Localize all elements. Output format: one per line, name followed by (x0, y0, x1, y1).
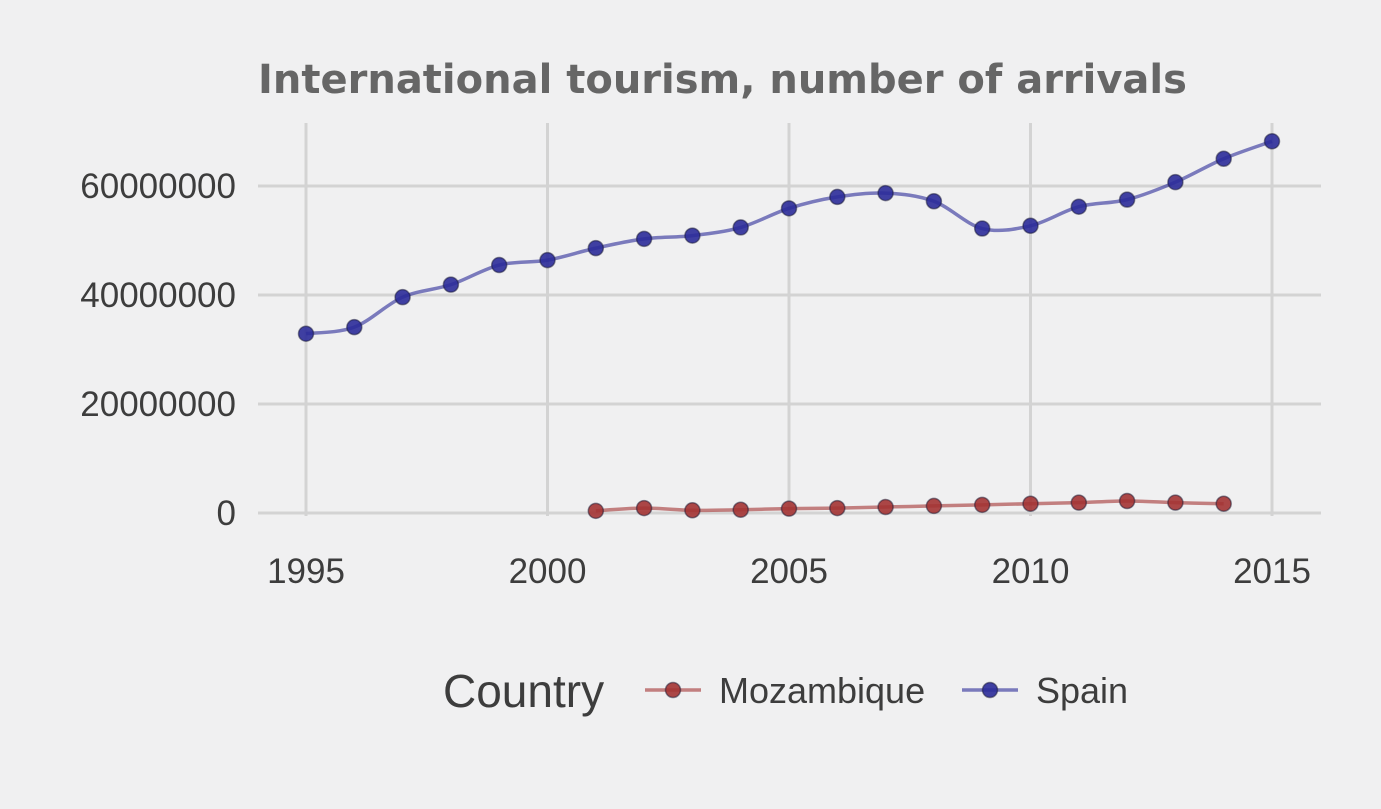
y-axis-ticks: 0 20000000 40000000 60000000 (80, 167, 236, 533)
spain-point (394, 288, 411, 306)
mozambique-point (877, 498, 894, 516)
mozambique-point (1215, 495, 1232, 512)
legend: Country Mozambique Spain (443, 665, 1128, 717)
x-tick-label: 2015 (1233, 552, 1311, 591)
legend-label: Mozambique (719, 670, 925, 711)
x-tick-label: 2005 (750, 552, 828, 591)
mozambique-point (780, 500, 798, 517)
spain-point (684, 227, 701, 244)
x-tick-label: 2010 (992, 552, 1070, 591)
mozambique-point (684, 502, 701, 519)
x-tick-label: 2000 (509, 552, 587, 591)
legend-item-spain: Spain (962, 670, 1128, 711)
y-tick-label: 40000000 (80, 276, 236, 315)
spain-point (1070, 198, 1088, 215)
spain-point (587, 239, 605, 257)
spain-point (1263, 133, 1281, 150)
mozambique-point (587, 502, 605, 520)
mozambique-point (1118, 492, 1136, 510)
series-mozambique (587, 492, 1232, 520)
spain-point (297, 325, 315, 342)
x-tick-label: 1995 (267, 552, 345, 591)
spain-point (346, 318, 363, 336)
spain-point (780, 200, 798, 217)
spain-point (877, 184, 894, 202)
mozambique-point (1070, 494, 1088, 511)
y-tick-label: 60000000 (80, 167, 236, 206)
mozambique-point (973, 496, 991, 514)
spain-point (490, 256, 508, 274)
spain-point (1022, 217, 1039, 235)
spain-point (442, 276, 460, 293)
mozambique-point (829, 499, 846, 517)
y-tick-label: 20000000 (80, 385, 236, 424)
mozambique-point (635, 499, 653, 517)
spain-point (829, 188, 846, 206)
spain-point (1118, 191, 1136, 208)
spain-point (1167, 173, 1184, 191)
series-spain (297, 133, 1281, 342)
spain-point (539, 251, 556, 269)
legend-key-point (981, 681, 999, 699)
spain-point (732, 219, 749, 236)
legend-label: Spain (1036, 670, 1128, 711)
series-layer (297, 133, 1281, 520)
chart-title: International tourism, number of arrival… (258, 57, 1187, 103)
grid-lines (258, 123, 1321, 516)
mozambique-point (1167, 494, 1184, 511)
y-tick-label: 0 (217, 494, 236, 533)
spain-point (1215, 150, 1232, 167)
spain-point (973, 220, 991, 237)
mozambique-point (925, 497, 943, 515)
x-axis-ticks: 1995 2000 2005 2010 2015 (267, 552, 1311, 591)
legend-title: Country (443, 665, 604, 717)
legend-key-point (664, 681, 682, 699)
legend-item-mozambique: Mozambique (645, 670, 925, 711)
mozambique-point (732, 501, 749, 518)
spain-point (635, 230, 653, 248)
spain-point (925, 193, 943, 210)
mozambique-point (1022, 495, 1039, 512)
